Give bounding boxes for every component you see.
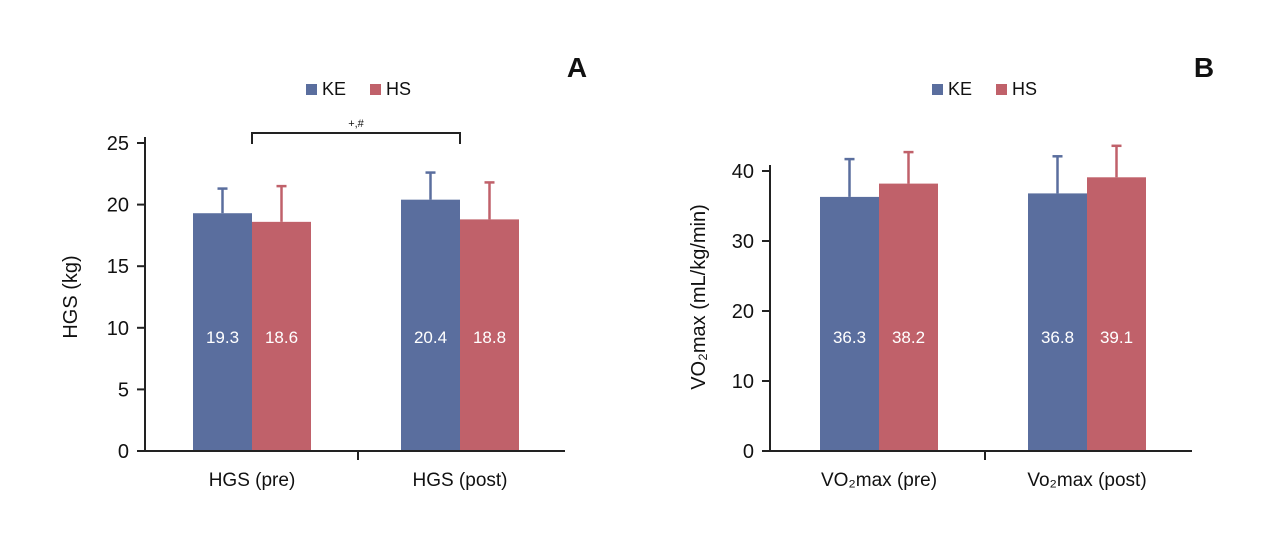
chart1-value-label-hs-2: 18.8 [473, 328, 506, 347]
chart1-value-label-hs-1: 18.6 [265, 328, 298, 347]
chart1-y-tick-label-25: 25 [107, 133, 129, 155]
chart1-y-tick-label-0: 0 [118, 441, 129, 463]
chart1-value-label-ke-2: 20.4 [414, 328, 447, 347]
chart2-x-tick-label-2: Vo₂max (post) [1027, 470, 1146, 491]
chart1-bar-hs-2 [460, 219, 519, 451]
chart1-bar-ke-1 [193, 213, 252, 451]
chart1-legend-label-hs: HS [386, 79, 411, 99]
chart2-legend-label-ke: KE [948, 79, 972, 99]
chart1-y-tick-label-10: 10 [107, 318, 129, 340]
chart2-bar-ke-1 [820, 196, 879, 451]
chart2-y-tick-label-10: 10 [732, 371, 754, 393]
chart2-legend-swatch-hs [996, 84, 1007, 95]
chart2-y-tick-label-20: 20 [732, 301, 754, 323]
chart2-value-label-hs-1: 38.2 [892, 328, 925, 347]
chart1-bar-ke-2 [401, 199, 460, 451]
chart1-significance-label: +,# [348, 118, 364, 130]
chart1-legend-label-ke: KE [322, 79, 346, 99]
chart2-y-tick-label-0: 0 [743, 441, 754, 463]
chart2-y-tick-label-40: 40 [732, 161, 754, 183]
chart1-significance-bracket [251, 132, 461, 144]
chart2-y-tick-label-30: 30 [732, 231, 754, 253]
chart2-y-axis-title: VO₂max (mL/kg/min) [688, 204, 710, 390]
chart1-x-tick-label-1: HGS (pre) [209, 470, 296, 491]
chart2-bar-hs-1 [879, 183, 938, 451]
chart2-panel-label: B [1194, 52, 1214, 83]
chart1-panel-label: A [567, 52, 587, 83]
chart2-legend-swatch-ke [932, 84, 943, 95]
chart2-x-tick-label-1: VO₂max (pre) [821, 470, 937, 491]
chart1-bar-hs-1 [252, 221, 311, 451]
chart1-x-tick-label-2: HGS (post) [412, 470, 507, 491]
chart1-value-label-ke-1: 19.3 [206, 328, 239, 347]
chart2-bar-ke-2 [1028, 193, 1087, 451]
chart2-value-label-hs-2: 39.1 [1100, 328, 1133, 347]
chart1-legend-swatch-hs [370, 84, 381, 95]
chart1-y-tick-label-20: 20 [107, 195, 129, 217]
chart2-value-label-ke-2: 36.8 [1041, 328, 1074, 347]
chart1-y-axis-title: HGS (kg) [60, 255, 82, 338]
chart1-legend-swatch-ke [306, 84, 317, 95]
chart1-y-tick-label-5: 5 [118, 379, 129, 401]
chart2-legend-label-hs: HS [1012, 79, 1037, 99]
chart2-bar-hs-2 [1087, 177, 1146, 452]
chart1-y-tick-label-15: 15 [107, 256, 129, 278]
chart2-value-label-ke-1: 36.3 [833, 328, 866, 347]
